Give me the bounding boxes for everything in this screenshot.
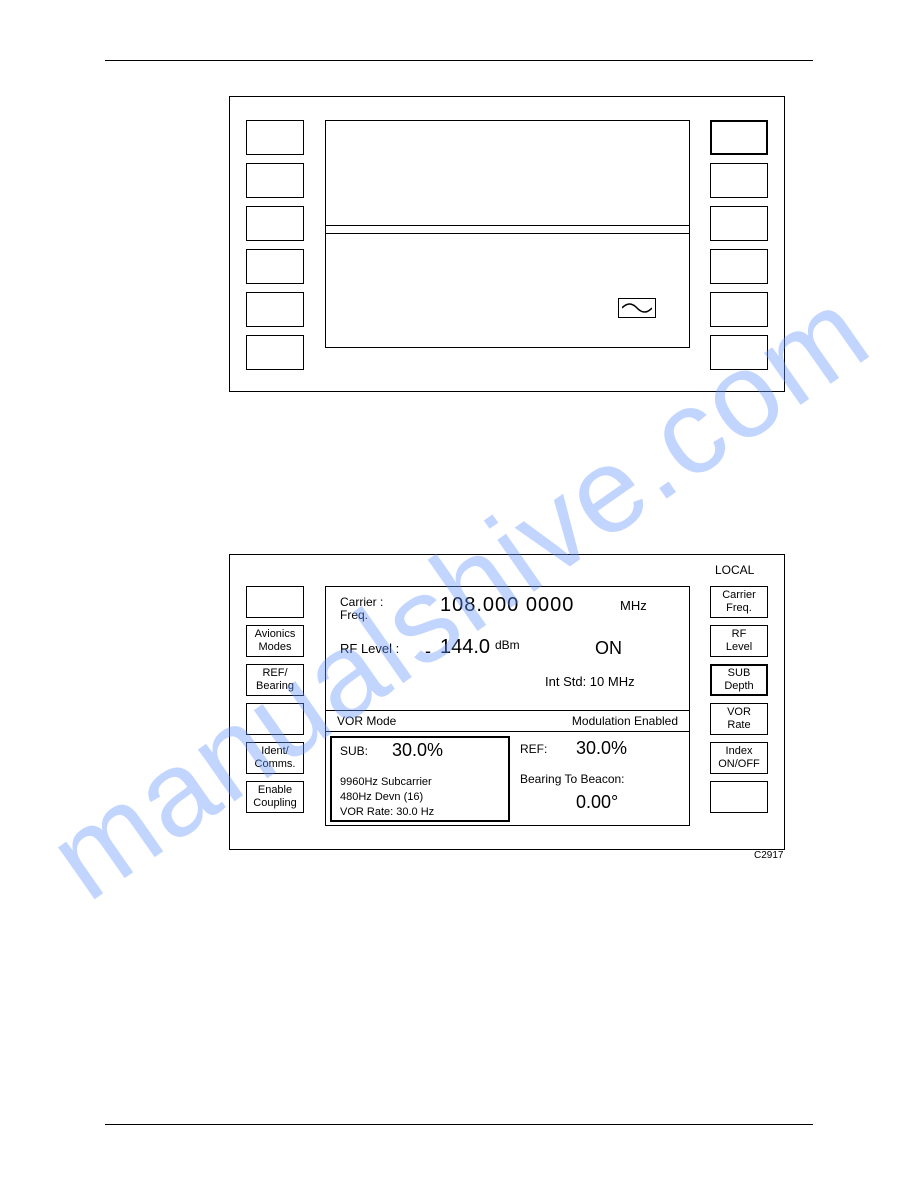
softkey-blank[interactable] — [246, 703, 304, 735]
ref-box: REF: 30.0% Bearing To Beacon: 0.00° — [516, 736, 688, 822]
rf-level-label: RF Level : — [340, 641, 399, 656]
panel-1-divider — [325, 233, 690, 234]
panel-2-right-softkeys: CarrierFreq. RFLevel SUBDepth VORRate In… — [710, 586, 768, 820]
panel-1-right-softkeys — [710, 120, 768, 378]
modulation-status: Modulation Enabled — [572, 714, 678, 728]
softkey-blank[interactable] — [246, 586, 304, 618]
softkey-vor-rate[interactable]: VORRate — [710, 703, 768, 735]
int-std-label: Int Std: 10 MHz — [545, 674, 635, 689]
softkey-blank[interactable] — [246, 249, 304, 284]
deviation: 480Hz Devn (16) — [340, 791, 423, 803]
carrier-freq-unit: MHz — [620, 598, 647, 613]
subcarrier-freq: 9960Hz Subcarrier — [340, 776, 432, 788]
softkey-blank[interactable] — [246, 292, 304, 327]
bearing-value: 0.00° — [576, 792, 618, 813]
panel-1-divider — [325, 225, 690, 226]
softkey-avionics-modes[interactable]: AvionicsModes — [246, 625, 304, 657]
softkey-blank[interactable] — [246, 120, 304, 155]
softkey-blank[interactable] — [710, 335, 768, 370]
sub-depth-box: SUB: 30.0% 9960Hz Subcarrier 480Hz Devn … — [330, 736, 510, 822]
softkey-carrier-freq[interactable]: CarrierFreq. — [710, 586, 768, 618]
rf-on-indicator: ON — [595, 638, 622, 659]
softkey-index-onoff[interactable]: IndexON/OFF — [710, 742, 768, 774]
local-label: LOCAL — [715, 563, 754, 577]
softkey-blank[interactable] — [710, 781, 768, 813]
panel-2-left-softkeys: AvionicsModes REF/Bearing Ident/Comms. E… — [246, 586, 304, 820]
softkey-blank[interactable] — [710, 249, 768, 284]
softkey-blank[interactable] — [246, 163, 304, 198]
carrier-freq-value: 108.000 0000 — [440, 594, 574, 617]
softkey-ref-bearing[interactable]: REF/Bearing — [246, 664, 304, 696]
top-rule — [105, 60, 813, 61]
rf-level-value: 144.0 — [440, 636, 490, 659]
softkey-ident-comms[interactable]: Ident/Comms. — [246, 742, 304, 774]
wave-icon — [618, 298, 656, 318]
vor-rate: VOR Rate: 30.0 Hz — [340, 806, 434, 818]
ref-label: REF: — [520, 742, 547, 756]
softkey-enable-coupling[interactable]: EnableCoupling — [246, 781, 304, 813]
panel-1-left-softkeys — [246, 120, 304, 378]
sub-label: SUB: — [340, 744, 368, 758]
bottom-rule — [105, 1124, 813, 1125]
mode-label: VOR Mode — [337, 714, 396, 728]
figure-id: C2917 — [754, 850, 783, 861]
softkey-blank[interactable] — [710, 120, 768, 155]
sub-value: 30.0% — [392, 740, 443, 761]
carrier-freq-label: Carrier :Freq. — [340, 596, 383, 622]
rf-level-unit: dBm — [495, 638, 520, 652]
softkey-blank[interactable] — [710, 292, 768, 327]
softkey-blank[interactable] — [710, 163, 768, 198]
mode-row: VOR Mode Modulation Enabled — [325, 710, 690, 732]
carrier-rf-block: Carrier :Freq. 108.000 0000 MHz RF Level… — [340, 596, 680, 706]
softkey-rf-level[interactable]: RFLevel — [710, 625, 768, 657]
ref-value: 30.0% — [576, 738, 627, 759]
softkey-blank[interactable] — [710, 206, 768, 241]
bearing-label: Bearing To Beacon: — [520, 772, 625, 786]
softkey-sub-depth[interactable]: SUBDepth — [710, 664, 768, 696]
rf-level-sign: - — [425, 641, 431, 662]
softkey-blank[interactable] — [246, 335, 304, 370]
softkey-blank[interactable] — [246, 206, 304, 241]
